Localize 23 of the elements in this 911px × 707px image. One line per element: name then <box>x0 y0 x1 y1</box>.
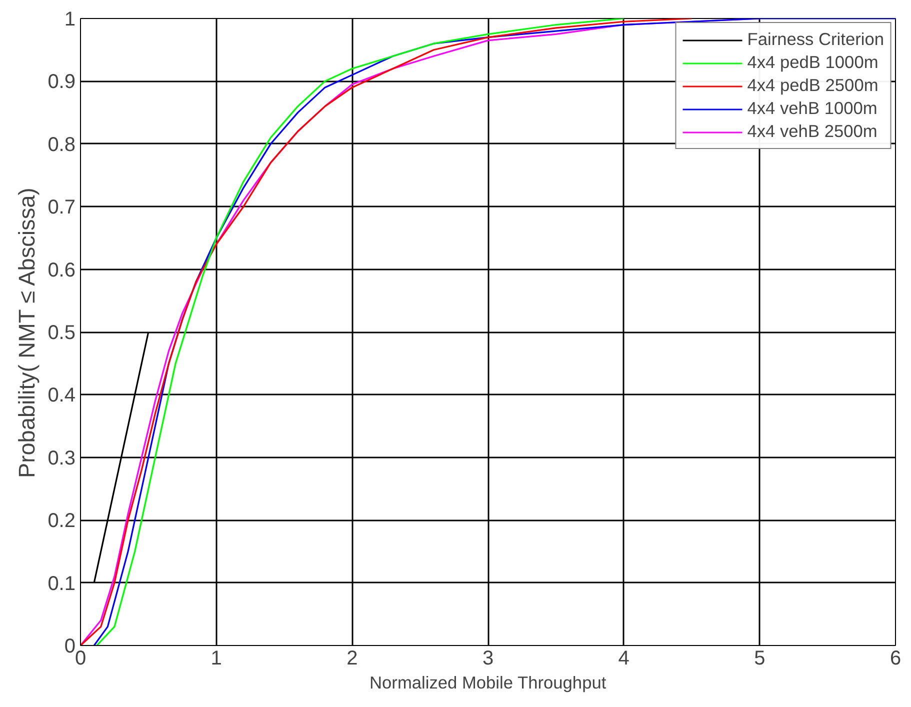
y-tick-label: 0.2 <box>48 510 76 532</box>
x-tick-label: 3 <box>482 648 494 670</box>
legend-label: Fairness Criterion <box>747 29 884 50</box>
legend-label: 4x4 pedB 2500m <box>747 75 878 96</box>
x-tick-label: 5 <box>754 648 766 670</box>
x-tick-label: 4 <box>618 648 630 670</box>
y-tick-label: 0.5 <box>48 322 76 344</box>
y-tick-label: 0.7 <box>48 196 76 219</box>
legend-label: 4x4 vehB 1000m <box>747 98 878 119</box>
x-tick-label: 1 <box>210 648 222 670</box>
legend-label: 4x4 vehB 2500m <box>747 121 878 142</box>
y-axis-title: Probability( NMT ≤ Abscissa) <box>14 188 40 478</box>
y-tick-label: 0.6 <box>48 259 76 282</box>
y-tick-label: 0.3 <box>48 447 76 470</box>
x-tick-label: 2 <box>346 648 358 670</box>
x-tick-label: 6 <box>890 648 902 670</box>
legend-label: 4x4 pedB 1000m <box>747 52 878 73</box>
y-tick-label: 0.4 <box>48 384 76 407</box>
x-axis-title: Normalized Mobile Throughput <box>370 672 606 692</box>
y-tick-label: 0.1 <box>48 572 76 595</box>
y-tick-label: 0.8 <box>48 134 76 156</box>
y-tick-label: 0.9 <box>48 71 76 94</box>
y-tick-label: 1 <box>64 8 76 30</box>
